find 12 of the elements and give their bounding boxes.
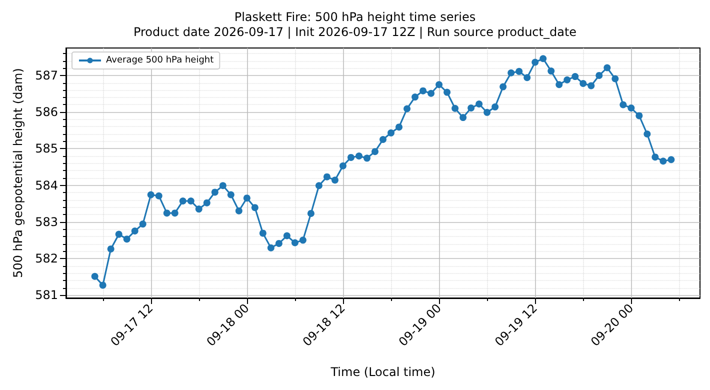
chart-subtitle: Product date 2026-09-17 | Init 2026-09-17 12Z | Run source product_date xyxy=(133,25,577,39)
y-tick-label: 586 xyxy=(35,105,58,120)
x-axis-title: Time (Local time) xyxy=(330,365,436,379)
y-tick-label: 581 xyxy=(35,288,58,302)
chart-title: Plaskett Fire: 500 hPa height time series xyxy=(234,10,476,24)
legend-label: Average 500 hPa height xyxy=(106,56,214,66)
y-tick-label: 582 xyxy=(35,251,58,266)
y-tick-label: 585 xyxy=(35,142,58,156)
y-axis-title: 500 hPa geopotential height (dam) xyxy=(11,68,26,278)
y-tick-label: 583 xyxy=(35,214,58,229)
y-tick-label: 584 xyxy=(35,178,58,192)
y-tick-label: 587 xyxy=(35,68,58,82)
